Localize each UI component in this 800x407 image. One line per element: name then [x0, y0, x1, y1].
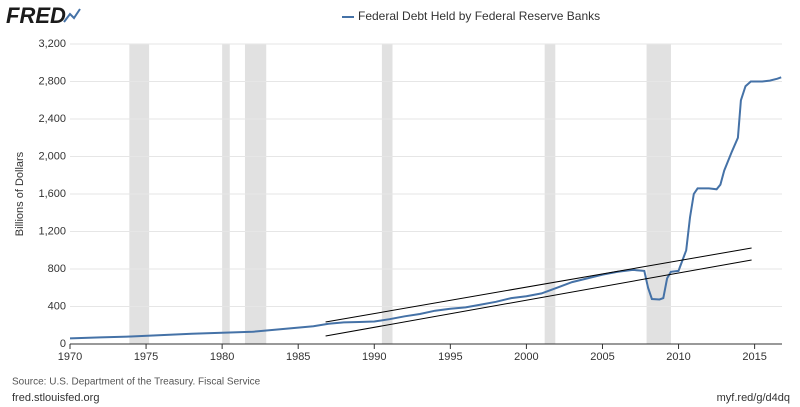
x-tick-label: 1980	[210, 351, 234, 363]
x-tick-label: 1990	[362, 351, 386, 363]
data-line	[69, 76, 782, 340]
logo: FRED	[6, 3, 66, 28]
y-tick-label: 2,400	[38, 113, 66, 125]
y-tick-label: 800	[48, 263, 66, 275]
y-tick-label: 1,200	[38, 225, 66, 237]
y-tick-label: 0	[60, 338, 66, 350]
short-url: myf.red/g/d4dq	[717, 392, 790, 404]
logo-icon	[63, 8, 81, 23]
y-tick-label: 2,800	[38, 75, 66, 87]
y-tick-label: 3,200	[38, 38, 66, 50]
source: Source: U.S. Department of the Treasury.…	[12, 377, 261, 388]
y-tick-label: 400	[48, 300, 66, 312]
x-tick-label: 2010	[666, 351, 690, 363]
x-tick-label: 2015	[742, 351, 766, 363]
x-tick-label: 2000	[514, 351, 538, 363]
x-tick-label: 1970	[58, 351, 82, 363]
trend-line	[325, 259, 752, 337]
x-tick-label: 1995	[438, 351, 462, 363]
chart-title: Federal Debt Held by Federal Reserve Ban…	[358, 9, 600, 23]
x-tick-label: 1975	[134, 351, 158, 363]
trend-line	[325, 247, 752, 323]
y-tick-label: 1,600	[38, 188, 66, 200]
y-tick-label: 2,000	[38, 150, 66, 162]
x-tick-label: 2005	[590, 351, 614, 363]
site: fred.stlouisfed.org	[12, 392, 99, 404]
x-tick-label: 1985	[286, 351, 310, 363]
y-axis-label: Billions of Dollars	[14, 151, 26, 236]
